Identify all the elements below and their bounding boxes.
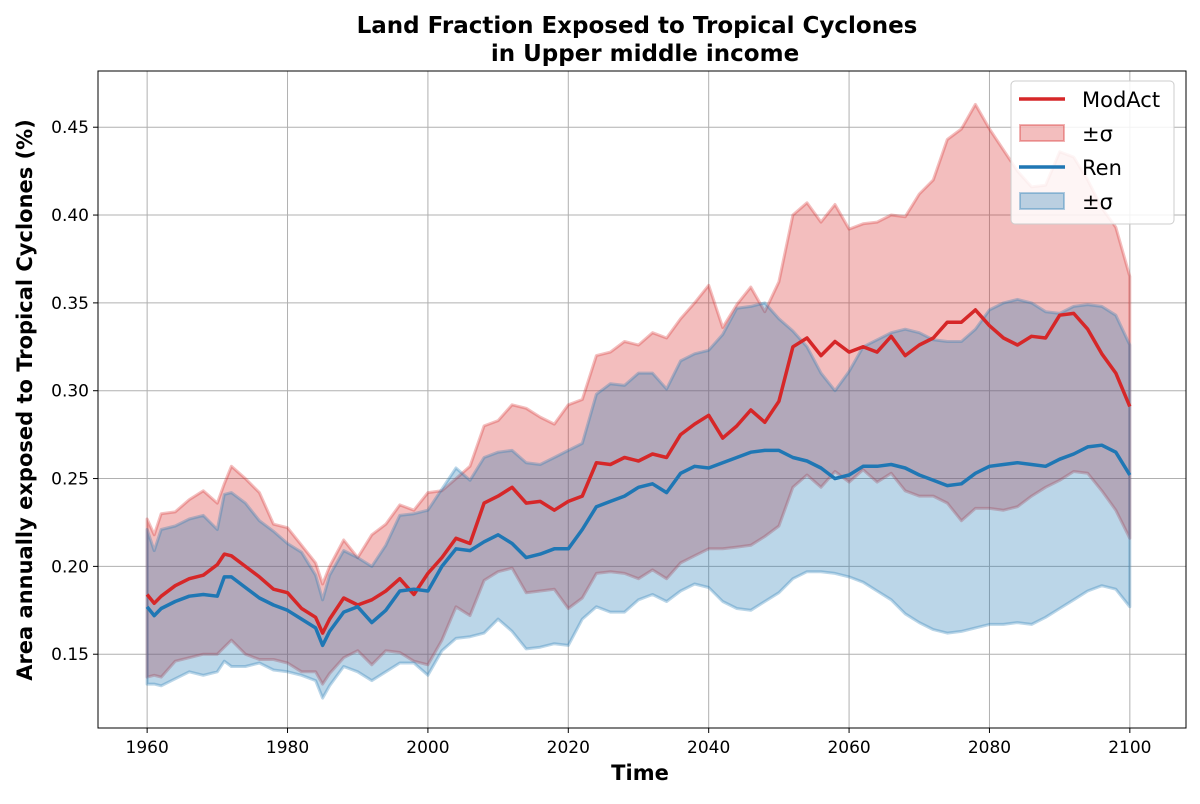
x-tick-label: 1960 xyxy=(126,738,169,758)
x-tick-label: 2100 xyxy=(1108,738,1151,758)
legend: ModAct ±σ Ren ±σ xyxy=(1010,80,1175,225)
y-tick-label: 0.20 xyxy=(51,557,89,577)
x-axis-ticks: 1960 1980 2000 2020 2040 2060 2080 2100 xyxy=(126,728,1151,758)
line-ren xyxy=(145,443,1132,648)
y-tick-label: 0.40 xyxy=(51,206,89,226)
plot-frame xyxy=(97,70,1187,729)
y-tick-label: 0.35 xyxy=(51,294,89,314)
y-tick-label: 0.45 xyxy=(51,118,89,138)
legend-label: ModAct xyxy=(1082,88,1160,112)
line-modact xyxy=(145,308,1132,635)
x-axis-label: Time xyxy=(611,761,669,785)
y-tick-label: 0.25 xyxy=(51,470,89,490)
x-tick-label: 1980 xyxy=(266,738,309,758)
legend-label: Ren xyxy=(1082,156,1122,180)
chart-title: Land Fraction Exposed to Tropical Cyclon… xyxy=(357,13,918,39)
x-tick-label: 2080 xyxy=(968,738,1011,758)
x-tick-label: 2020 xyxy=(547,738,590,758)
legend-label: ±σ xyxy=(1082,122,1113,146)
series-lines xyxy=(145,308,1132,648)
band-modact xyxy=(145,102,1132,686)
legend-band-swatch xyxy=(1019,124,1065,142)
chart-subtitle: in Upper middle income xyxy=(491,41,799,67)
x-tick-label: 2000 xyxy=(406,738,449,758)
x-tick-label: 2060 xyxy=(827,738,870,758)
legend-box xyxy=(1010,80,1175,225)
x-tick-label: 2040 xyxy=(687,738,730,758)
legend-label: ±σ xyxy=(1082,190,1113,214)
legend-band-swatch xyxy=(1019,192,1065,210)
y-axis-ticks: 0.15 0.20 0.25 0.30 0.35 0.40 0.45 xyxy=(51,118,98,665)
y-axis-label: Area annually exposed to Tropical Cyclon… xyxy=(13,119,37,681)
y-tick-label: 0.30 xyxy=(51,382,89,402)
y-tick-label: 0.15 xyxy=(51,645,89,665)
